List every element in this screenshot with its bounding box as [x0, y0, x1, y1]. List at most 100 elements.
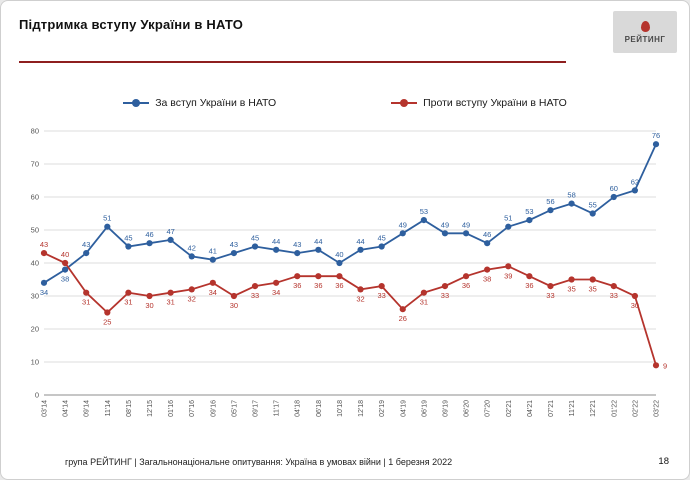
svg-text:07'20: 07'20: [485, 400, 492, 417]
svg-text:0: 0: [35, 391, 39, 400]
svg-text:35: 35: [567, 285, 575, 294]
svg-text:42: 42: [188, 243, 196, 252]
svg-text:01'22: 01'22: [611, 400, 618, 417]
svg-text:06'19: 06'19: [421, 400, 428, 417]
svg-text:35: 35: [589, 285, 597, 294]
svg-text:50: 50: [31, 226, 39, 235]
svg-text:04'14: 04'14: [63, 400, 70, 417]
svg-text:11'17: 11'17: [274, 400, 281, 416]
svg-text:47: 47: [166, 227, 174, 236]
svg-text:60: 60: [610, 184, 618, 193]
svg-text:09'19: 09'19: [442, 400, 449, 417]
svg-text:43: 43: [40, 240, 48, 249]
svg-text:11'14: 11'14: [105, 400, 112, 416]
svg-text:12'21: 12'21: [590, 400, 597, 417]
line-chart-svg: 0 10 20 30 40 50 60 70 80 03'14 04'14 09'14 11'14 08'…: [31, 127, 668, 417]
svg-text:40: 40: [335, 250, 343, 259]
svg-text:02'21: 02'21: [506, 400, 513, 417]
svg-text:34: 34: [209, 288, 217, 297]
svg-text:08'15: 08'15: [126, 400, 133, 417]
svg-text:25: 25: [103, 318, 111, 327]
svg-text:36: 36: [335, 281, 343, 290]
svg-text:09'16: 09'16: [210, 400, 217, 417]
svg-text:44: 44: [272, 237, 280, 246]
svg-text:43: 43: [82, 240, 90, 249]
svg-text:43: 43: [230, 240, 238, 249]
svg-text:07'21: 07'21: [548, 400, 555, 417]
svg-text:34: 34: [40, 288, 48, 297]
svg-text:12'15: 12'15: [147, 400, 154, 417]
svg-text:51: 51: [103, 214, 111, 223]
svg-text:10: 10: [31, 358, 39, 367]
svg-text:33: 33: [441, 291, 449, 300]
svg-text:58: 58: [567, 191, 575, 200]
title-underline: [19, 61, 566, 63]
footer: група РЕЙТИНГ | Загальнонаціональне опит…: [1, 456, 689, 467]
legend-item-against: Проти вступу України в НАТО: [391, 97, 567, 109]
svg-text:30: 30: [145, 301, 153, 310]
footer-source-text: група РЕЙТИНГ | Загальнонаціональне опит…: [65, 457, 453, 467]
svg-text:11'21: 11'21: [569, 400, 576, 416]
svg-text:30: 30: [230, 301, 238, 310]
svg-text:32: 32: [188, 294, 196, 303]
svg-text:45: 45: [251, 234, 259, 243]
svg-text:03'14: 03'14: [42, 400, 49, 417]
svg-text:02'19: 02'19: [379, 400, 386, 417]
svg-text:40: 40: [61, 250, 69, 259]
svg-text:49: 49: [441, 220, 449, 229]
svg-text:51: 51: [504, 214, 512, 223]
svg-text:03'22: 03'22: [654, 400, 661, 417]
svg-text:34: 34: [272, 288, 280, 297]
svg-text:12'18: 12'18: [358, 400, 365, 417]
svg-text:02'22: 02'22: [632, 400, 639, 417]
svg-text:39: 39: [504, 271, 512, 280]
svg-text:9: 9: [663, 361, 667, 370]
chart-legend: За вступ України в НАТО Проти вступу Укр…: [1, 97, 689, 109]
svg-text:45: 45: [377, 234, 385, 243]
legend-item-for: За вступ України в НАТО: [123, 97, 276, 109]
svg-text:38: 38: [61, 275, 69, 284]
svg-text:60: 60: [31, 193, 39, 202]
svg-text:56: 56: [546, 197, 554, 206]
legend-label-against: Проти вступу України в НАТО: [423, 97, 567, 109]
page-number: 18: [658, 456, 669, 467]
legend-marker-against-icon: [391, 98, 418, 108]
svg-text:33: 33: [377, 291, 385, 300]
svg-text:49: 49: [399, 220, 407, 229]
header: Підтримка вступу України в НАТО РЕЙТИНГ: [1, 1, 689, 53]
svg-text:41: 41: [209, 247, 217, 256]
svg-text:04'18: 04'18: [295, 400, 302, 417]
page-title: Підтримка вступу України в НАТО: [19, 17, 244, 32]
svg-text:45: 45: [124, 234, 132, 243]
svg-text:31: 31: [166, 298, 174, 307]
legend-marker-for-icon: [123, 98, 150, 108]
svg-text:30: 30: [31, 292, 39, 301]
svg-text:30: 30: [631, 301, 639, 310]
svg-text:06'18: 06'18: [316, 400, 323, 417]
svg-text:09'17: 09'17: [253, 400, 260, 417]
svg-text:62: 62: [631, 177, 639, 186]
logo-flame-icon: [640, 20, 650, 32]
svg-text:10'18: 10'18: [337, 400, 344, 417]
svg-text:31: 31: [420, 298, 428, 307]
legend-label-for: За вступ України в НАТО: [155, 97, 277, 109]
svg-text:31: 31: [124, 298, 132, 307]
svg-text:43: 43: [293, 240, 301, 249]
svg-text:09'14: 09'14: [84, 400, 91, 417]
svg-text:06'20: 06'20: [464, 400, 471, 417]
svg-text:04'21: 04'21: [527, 400, 534, 417]
svg-text:38: 38: [483, 275, 491, 284]
svg-text:32: 32: [356, 294, 364, 303]
svg-text:70: 70: [31, 160, 39, 169]
svg-text:53: 53: [525, 207, 533, 216]
svg-text:01'16: 01'16: [168, 400, 175, 417]
svg-text:76: 76: [652, 131, 660, 140]
svg-text:07'16: 07'16: [189, 400, 196, 417]
svg-text:04'19: 04'19: [400, 400, 407, 417]
svg-text:55: 55: [589, 201, 597, 210]
svg-text:26: 26: [399, 314, 407, 323]
svg-text:36: 36: [525, 281, 533, 290]
logo-text: РЕЙТИНГ: [624, 34, 666, 44]
svg-text:20: 20: [31, 325, 39, 334]
rating-group-logo: РЕЙТИНГ: [613, 11, 677, 53]
